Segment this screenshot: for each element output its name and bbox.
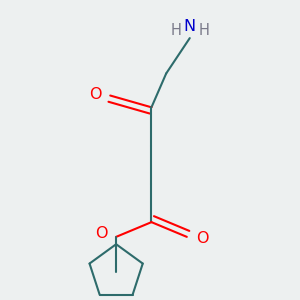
Text: N: N: [184, 19, 196, 34]
Text: H: H: [171, 23, 182, 38]
Text: O: O: [89, 87, 101, 102]
Text: O: O: [196, 231, 208, 246]
Text: O: O: [95, 226, 107, 242]
Text: H: H: [199, 23, 210, 38]
